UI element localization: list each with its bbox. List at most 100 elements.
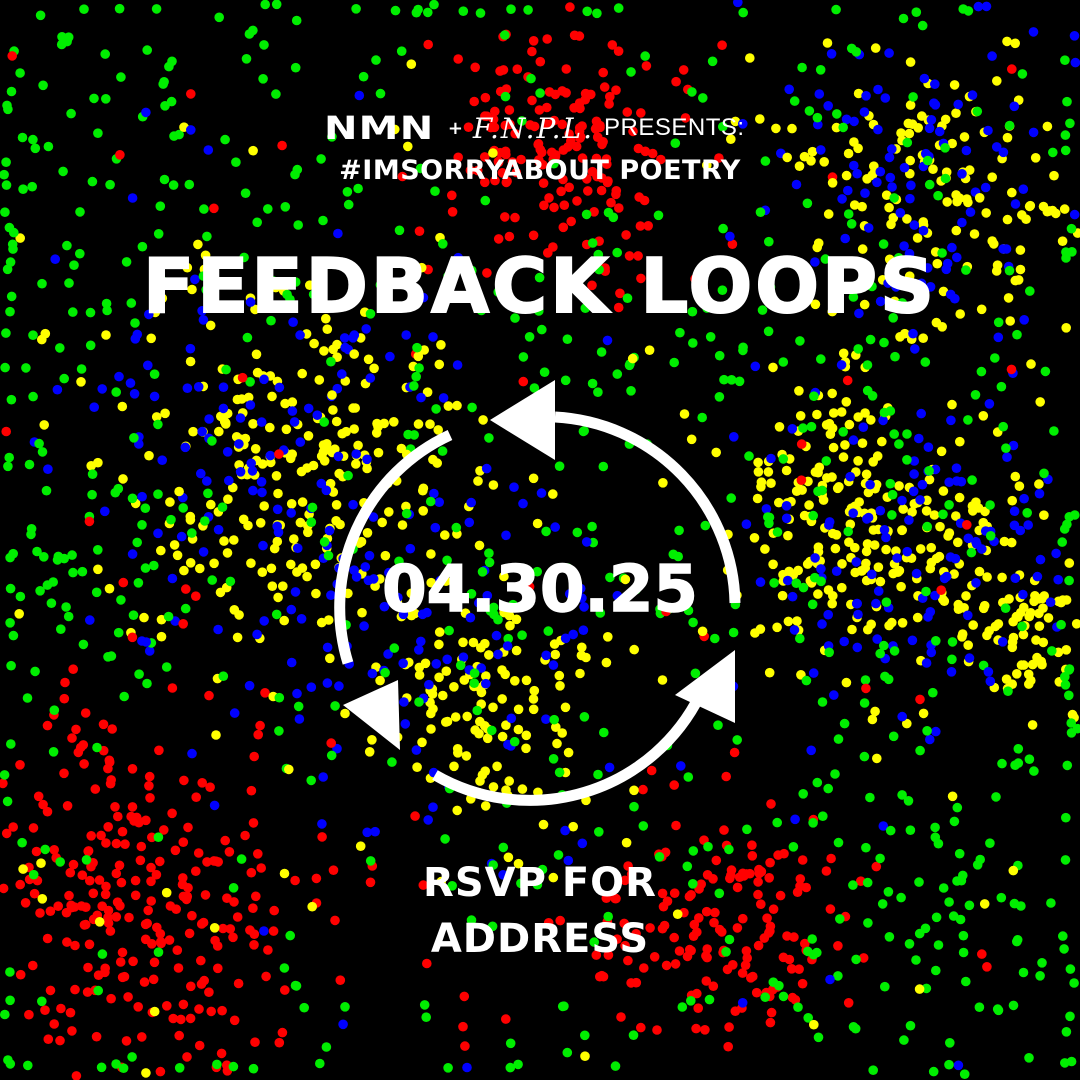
background-dot (481, 671, 491, 681)
background-dot (533, 139, 544, 149)
background-dot (52, 384, 63, 395)
background-dot (914, 433, 924, 444)
background-dot (429, 488, 439, 499)
background-dot (562, 1047, 573, 1058)
background-dot (764, 512, 775, 523)
background-dot (277, 1027, 288, 1038)
background-dot (452, 360, 463, 370)
background-dot (425, 419, 435, 430)
background-dot (249, 929, 260, 939)
background-dot (414, 226, 425, 236)
background-dot (202, 231, 212, 242)
background-dot (375, 675, 385, 686)
background-dot (744, 451, 754, 461)
background-dot (765, 857, 775, 868)
background-dot (426, 724, 436, 734)
background-dot (127, 632, 138, 643)
background-dot (861, 469, 872, 480)
background-dot (869, 540, 880, 550)
background-dot (924, 179, 935, 190)
background-dot (528, 473, 539, 484)
background-dot (174, 1063, 185, 1073)
background-dot (20, 898, 31, 908)
background-dot (184, 928, 195, 939)
background-dot (260, 0, 270, 10)
background-dot (769, 578, 779, 588)
background-dot (661, 606, 671, 617)
background-dot (526, 73, 536, 84)
background-dot (781, 465, 792, 476)
background-dot (938, 883, 949, 893)
background-dot (28, 134, 38, 145)
background-dot (647, 148, 658, 159)
background-dot (30, 666, 40, 677)
background-dot (351, 4, 361, 14)
background-dot (897, 495, 907, 506)
background-dot (148, 974, 159, 985)
background-dot (816, 145, 826, 155)
background-dot (267, 391, 277, 402)
background-dot (674, 946, 685, 956)
background-dot (447, 190, 457, 201)
background-dot (527, 95, 537, 106)
background-dot (852, 642, 863, 653)
background-dot (726, 493, 736, 503)
background-dot (273, 592, 283, 603)
background-dot (918, 217, 929, 227)
background-dot (562, 334, 573, 345)
background-dot (353, 183, 363, 194)
background-dot (307, 502, 318, 513)
background-dot (85, 307, 96, 318)
background-dot (418, 485, 428, 496)
background-dot (168, 180, 179, 190)
background-dot (196, 979, 207, 989)
background-dot (838, 348, 849, 359)
background-dot (128, 956, 138, 967)
background-dot (363, 575, 374, 586)
background-dot (1039, 468, 1049, 479)
background-dot (385, 351, 395, 362)
background-dot (1060, 145, 1071, 156)
background-dot (838, 122, 848, 133)
background-dot (957, 629, 968, 639)
background-dot (239, 252, 249, 263)
background-dot (633, 143, 644, 154)
background-dot (137, 491, 147, 502)
background-dot (728, 300, 738, 311)
background-dot (272, 521, 283, 532)
background-dot (895, 332, 905, 342)
background-dot (981, 208, 991, 218)
background-dot (90, 784, 101, 794)
background-dot (224, 475, 234, 486)
background-dot (729, 432, 739, 442)
background-dot (248, 903, 258, 913)
background-dot (534, 272, 545, 283)
background-dot (857, 201, 867, 212)
background-dot (563, 747, 574, 758)
background-dot (319, 417, 330, 427)
background-dot (902, 137, 913, 148)
background-dot (1018, 967, 1029, 978)
background-dot (922, 155, 933, 166)
background-dot (863, 223, 874, 233)
background-dot (500, 91, 511, 102)
background-dot (794, 386, 804, 396)
background-dot (622, 107, 633, 117)
background-dot (1045, 597, 1056, 607)
background-dot (354, 90, 365, 101)
background-dot (203, 488, 213, 499)
background-dot (513, 704, 524, 715)
background-dot (544, 193, 554, 203)
background-dot (84, 939, 95, 950)
background-dot (434, 672, 444, 683)
background-dot (149, 560, 159, 571)
background-dot (414, 670, 425, 680)
background-dot (279, 963, 290, 973)
background-dot (837, 582, 847, 593)
background-dot (862, 360, 873, 370)
background-dot (598, 67, 608, 78)
background-dot (497, 731, 508, 742)
background-dot (1000, 603, 1011, 613)
background-dot (787, 591, 798, 602)
background-dot (575, 668, 585, 679)
